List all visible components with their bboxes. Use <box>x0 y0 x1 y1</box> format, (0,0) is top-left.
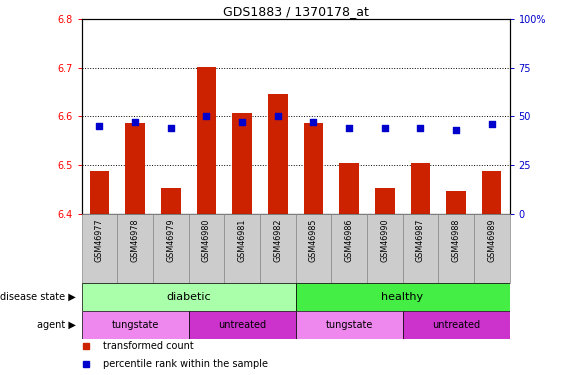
Text: transformed count: transformed count <box>103 341 194 351</box>
Bar <box>90 171 109 214</box>
Bar <box>482 171 502 214</box>
Point <box>452 127 461 133</box>
Bar <box>82 214 117 283</box>
Point <box>309 119 318 125</box>
Text: GSM46982: GSM46982 <box>273 219 282 262</box>
Bar <box>474 214 510 283</box>
Text: healthy: healthy <box>382 292 423 302</box>
Text: diabetic: diabetic <box>166 292 211 302</box>
Bar <box>82 283 296 311</box>
Bar <box>153 214 189 283</box>
Point <box>95 123 104 129</box>
Bar <box>82 311 189 339</box>
Point <box>238 119 247 125</box>
Text: GSM46987: GSM46987 <box>416 219 425 262</box>
Bar <box>189 214 224 283</box>
Text: GSM46980: GSM46980 <box>202 219 211 262</box>
Bar <box>339 163 359 214</box>
Bar <box>403 311 510 339</box>
Point <box>380 125 389 131</box>
Bar <box>268 94 288 214</box>
Bar <box>196 66 216 214</box>
Bar <box>403 214 438 283</box>
Text: GSM46990: GSM46990 <box>380 219 389 262</box>
Text: GSM46988: GSM46988 <box>452 219 461 262</box>
Bar <box>296 214 331 283</box>
Title: GDS1883 / 1370178_at: GDS1883 / 1370178_at <box>222 4 369 18</box>
Bar <box>446 191 466 214</box>
Bar <box>438 214 474 283</box>
Bar <box>375 188 395 214</box>
Text: GSM46978: GSM46978 <box>131 219 140 262</box>
Text: GSM46986: GSM46986 <box>345 219 354 262</box>
Bar <box>367 214 403 283</box>
Point <box>131 119 140 125</box>
Text: disease state ▶: disease state ▶ <box>0 292 76 302</box>
Text: percentile rank within the sample: percentile rank within the sample <box>103 359 268 369</box>
Bar <box>410 163 430 214</box>
Text: tungstate: tungstate <box>111 320 159 330</box>
Text: GSM46981: GSM46981 <box>238 219 247 262</box>
Text: untreated: untreated <box>218 320 266 330</box>
Text: tungstate: tungstate <box>325 320 373 330</box>
Point <box>345 125 354 131</box>
Bar <box>117 214 153 283</box>
Bar <box>161 188 181 214</box>
Bar <box>126 123 145 214</box>
Bar <box>224 214 260 283</box>
Point <box>487 121 496 127</box>
Bar <box>303 123 323 214</box>
Point <box>166 125 175 131</box>
Bar <box>296 283 510 311</box>
Bar <box>331 214 367 283</box>
Bar <box>233 113 252 214</box>
Point <box>202 113 211 119</box>
Text: GSM46977: GSM46977 <box>95 219 104 262</box>
Point <box>416 125 425 131</box>
Bar <box>189 311 296 339</box>
Text: GSM46989: GSM46989 <box>487 219 496 262</box>
Point <box>273 113 282 119</box>
Text: untreated: untreated <box>432 320 480 330</box>
Text: GSM46979: GSM46979 <box>166 219 175 262</box>
Bar <box>260 214 296 283</box>
Bar <box>296 311 403 339</box>
Text: GSM46985: GSM46985 <box>309 219 318 262</box>
Text: agent ▶: agent ▶ <box>37 320 76 330</box>
